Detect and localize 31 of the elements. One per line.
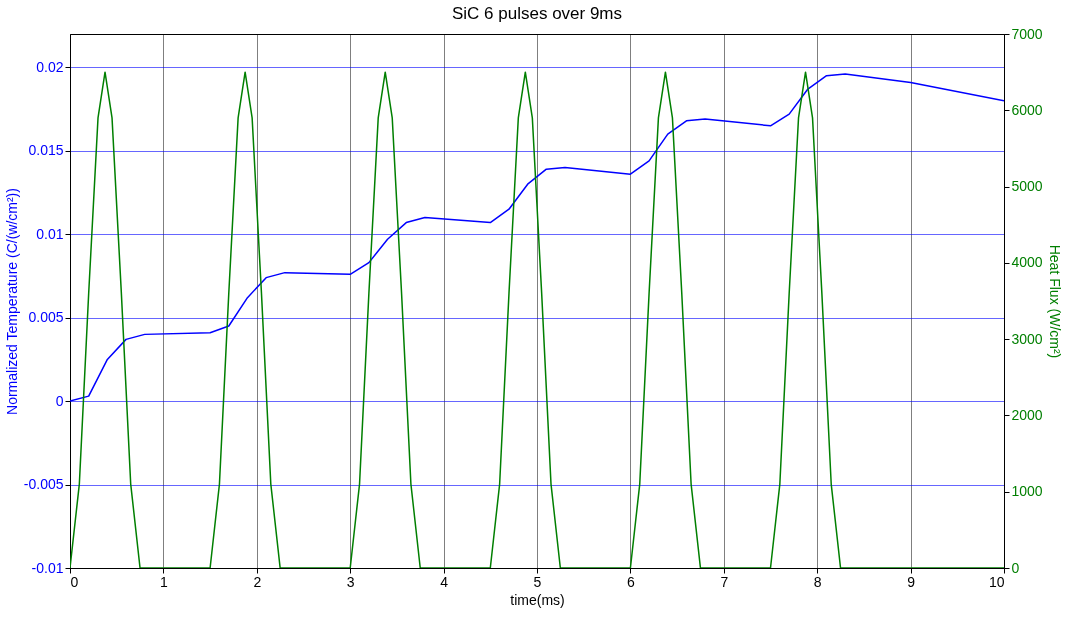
line-series — [70, 73, 1004, 402]
y-tick-label: -0.01 — [31, 559, 64, 576]
y-tick-label: 0 — [55, 392, 64, 409]
chart-title: SiC 6 pulses over 9ms — [451, 4, 623, 23]
x-tick-label: 10 — [988, 573, 1005, 590]
y2-axis-title: Heat Flux (W/cm²) — [1046, 244, 1063, 359]
y-tick-label: 0.01 — [36, 225, 64, 242]
x-tick-label: 8 — [813, 573, 822, 590]
x-tick-label: 5 — [533, 573, 542, 590]
y-tick-label: -0.005 — [23, 476, 64, 493]
y2-tick-label: 4000 — [1011, 254, 1043, 271]
x-tick-label: 9 — [907, 573, 916, 590]
y-axis-title: Normalized Temperature (C/(w/cm²)) — [3, 188, 20, 415]
y-tick-label: 0.005 — [28, 309, 64, 326]
y2-tick-label: 1000 — [1011, 483, 1043, 500]
y2-tick-label: 3000 — [1011, 330, 1043, 347]
x-tick-label: 1 — [160, 573, 168, 590]
y2-tick-label: 6000 — [1011, 101, 1043, 118]
x-axis-title: time(ms) — [510, 591, 565, 608]
x-tick-label: 4 — [440, 573, 449, 590]
x-tick-label: 7 — [720, 573, 729, 590]
y2-tick-label: 5000 — [1011, 178, 1043, 195]
y-tick-label: 0.015 — [28, 142, 64, 159]
y2-tick-label: 0 — [1011, 559, 1020, 576]
x-tick-label: 6 — [627, 573, 635, 590]
x-tick-label: 0 — [70, 573, 79, 590]
x-tick-label: 2 — [253, 573, 262, 590]
y-tick-label: 0.02 — [36, 58, 64, 75]
y2-tick-label: 7000 — [1011, 25, 1043, 42]
y2-tick-label: 2000 — [1011, 406, 1043, 423]
x-tick-label: 3 — [346, 573, 355, 590]
